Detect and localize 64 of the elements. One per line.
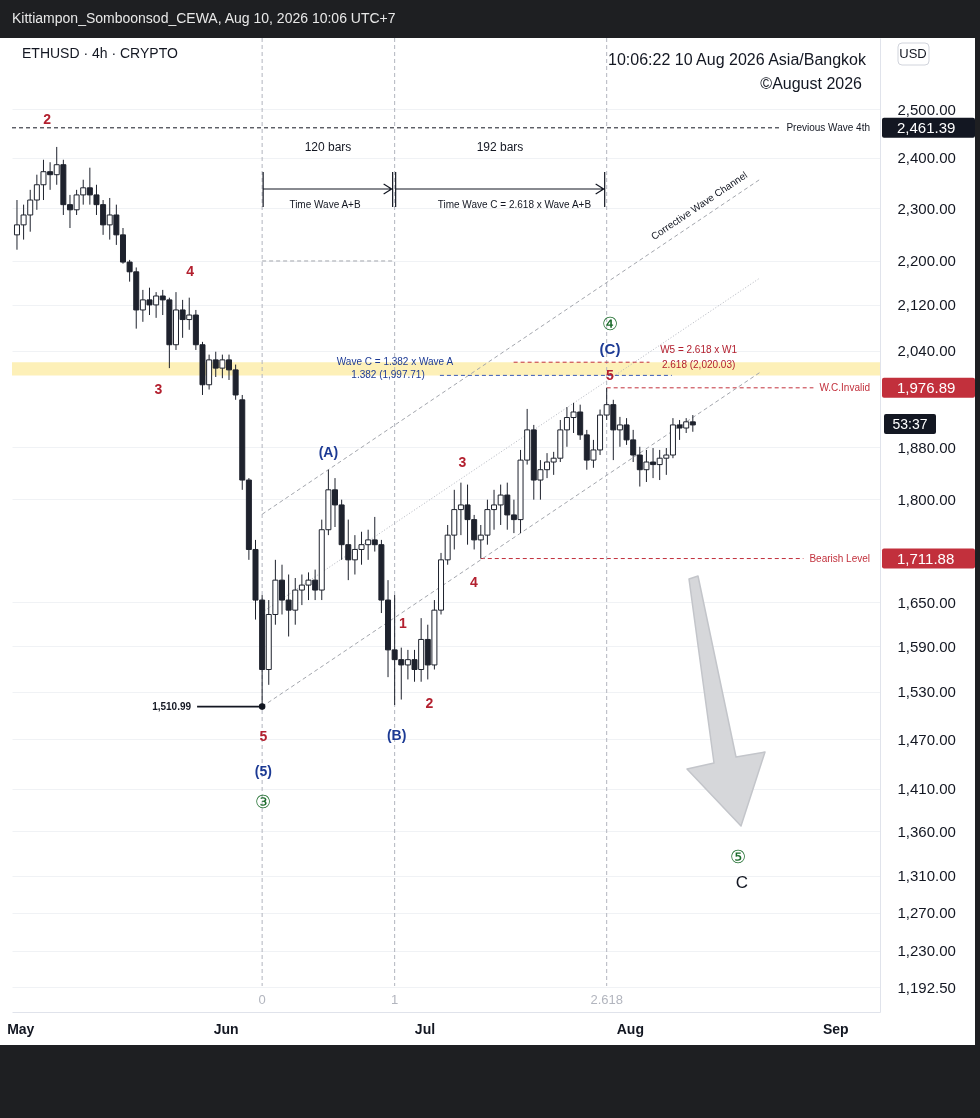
text: 2,461.39: [897, 119, 956, 137]
y-tick-label: 1,360.00: [897, 822, 956, 840]
y-tick-label: 1,880.00: [897, 438, 956, 456]
annotation: 120 bars: [304, 140, 352, 155]
annotation: (B): [386, 727, 407, 744]
text: 1,711.88: [897, 550, 955, 568]
annotation: (C): [599, 339, 621, 357]
annotation: 2: [43, 110, 52, 127]
annotation: ④: [602, 314, 618, 334]
annotation: 4: [470, 574, 479, 591]
annotation: (5): [254, 763, 272, 780]
text: 1,976.89: [897, 379, 956, 397]
annotation: 3: [458, 453, 467, 470]
y-tick-label: 2,120.00: [897, 296, 956, 314]
ref-line-label: Bearish Level: [809, 552, 870, 564]
y-tick-label: 1,410.00: [897, 780, 956, 798]
annotation: ©August 2026: [760, 75, 863, 92]
annotation: 5: [259, 727, 268, 744]
y-tick-label: 1,800.00: [897, 490, 956, 508]
ref-line-label: 1: [391, 992, 399, 1007]
y-tick-label: 1,590.00: [897, 637, 956, 655]
x-tick-label: May: [7, 1020, 35, 1037]
annotation: 3: [154, 381, 163, 398]
annotation: 4: [186, 262, 195, 279]
y-tick-label: 1,530.00: [897, 683, 956, 701]
y-tick-label: 2,400.00: [897, 149, 956, 167]
y-tick-label: 2,300.00: [897, 199, 956, 217]
annotation: (A): [318, 444, 339, 461]
y-tick-label: 1,230.00: [897, 942, 956, 960]
annotation: 1: [398, 615, 407, 632]
annotation: 1,510.99: [152, 700, 192, 712]
ref-line-label: 0: [258, 992, 266, 1007]
y-tick-label: 1,270.00: [897, 904, 956, 922]
y-tick-label: 1,192.50: [897, 978, 956, 996]
annotation: 10:06:22 10 Aug 2026 Asia/Bangkok: [608, 51, 867, 69]
annotation: C: [735, 873, 749, 892]
annotation: Time Wave C = 2.618 x Wave A+B: [437, 198, 592, 210]
annotation: W5 = 2.618 x W1: [660, 343, 738, 355]
y-tick-label: 2,500.00: [897, 100, 956, 118]
annotation: Wave C = 1.382 x Wave A: [336, 355, 454, 367]
annotation: 2: [425, 695, 434, 712]
x-tick-label: Aug: [616, 1020, 644, 1037]
y-tick-label: 1,650.00: [897, 593, 956, 611]
text: Kittiampon_Somboonsod_CEWA, Aug 10, 2026 10:06 UTC+7: [12, 10, 396, 26]
text: ETHUSD · 4h · CRYPTO: [22, 45, 178, 61]
annotation: 192 bars: [476, 140, 524, 155]
x-tick-label: Jul: [414, 1020, 436, 1037]
annotation: 1.382 (1,997.71): [351, 369, 425, 381]
x-tick-label: Jun: [213, 1020, 239, 1037]
y-axis-title: USD: [899, 46, 927, 61]
ref-line-label: W.C.Invalid: [819, 381, 870, 393]
x-tick-label: Sep: [822, 1020, 849, 1037]
text: 53:37: [892, 416, 928, 432]
annotation: 2.618 (2,020.03): [661, 358, 736, 370]
y-tick-label: 1,310.00: [897, 867, 956, 885]
annotation: ⑤: [730, 847, 746, 867]
y-tick-label: 1,470.00: [897, 730, 956, 748]
y-tick-label: 2,200.00: [897, 252, 956, 270]
ref-line-label: 2.618: [590, 992, 623, 1007]
y-tick-label: 2,040.00: [897, 342, 956, 360]
ref-line-label: Previous Wave 4th: [786, 121, 870, 133]
annotation: ③: [255, 791, 272, 812]
annotation: 5: [606, 366, 615, 383]
annotation: Time Wave A+B: [289, 198, 361, 210]
